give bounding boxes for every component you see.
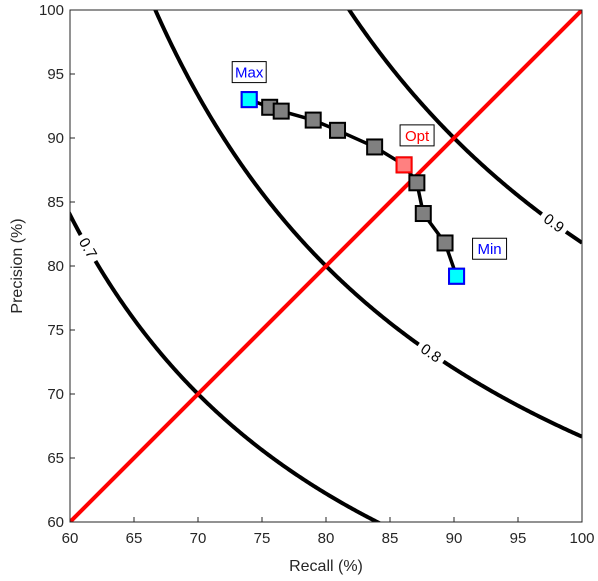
y-tick-label: 95 <box>47 66 64 83</box>
x-tick-label: 100 <box>569 530 594 547</box>
data-point <box>272 102 290 120</box>
annotation-label-opt: Opt <box>405 128 430 145</box>
diagonal-line <box>70 10 582 522</box>
data-point <box>436 234 454 252</box>
annotation-box <box>399 124 435 147</box>
data-point <box>304 111 322 129</box>
y-tick-label: 70 <box>47 386 64 403</box>
x-tick-label: 60 <box>62 530 79 547</box>
annotation-box <box>472 237 508 260</box>
x-tick-label: 85 <box>382 530 399 547</box>
annotation-box <box>231 61 267 84</box>
iso-f-contour-0.7 <box>70 210 382 522</box>
x-tick-label: 95 <box>510 530 527 547</box>
highlight-point <box>395 156 413 174</box>
contour-label-bg <box>535 205 573 241</box>
y-tick-label: 65 <box>47 450 64 467</box>
y-tick-label: 85 <box>47 194 64 211</box>
y-tick-label: 80 <box>47 258 64 275</box>
annotation-label-min: Min <box>477 241 501 258</box>
y-tick-label: 60 <box>47 514 64 531</box>
data-point <box>366 138 384 156</box>
contour-label-bg <box>70 229 105 267</box>
iso-f-contour-0.9 <box>346 10 582 245</box>
x-tick-label: 65 <box>126 530 143 547</box>
data-point <box>329 121 347 139</box>
x-tick-label: 80 <box>318 530 335 547</box>
y-tick-label: 75 <box>47 322 64 339</box>
y-tick-label: 90 <box>47 130 64 147</box>
data-point <box>408 174 426 192</box>
x-tick-label: 90 <box>446 530 463 547</box>
highlight-point <box>448 267 466 285</box>
x-tick-label: 70 <box>190 530 207 547</box>
iso-f-contour-0.8 <box>153 10 582 439</box>
y-axis-title: Precision (%) <box>9 218 26 313</box>
highlight-point <box>240 91 258 109</box>
contour-label-bg <box>412 335 450 371</box>
data-point <box>414 205 432 223</box>
annotation-label-max: Max <box>235 65 264 82</box>
x-tick-label: 75 <box>254 530 271 547</box>
y-tick-label: 100 <box>39 2 64 19</box>
x-axis-title: Recall (%) <box>289 558 363 575</box>
